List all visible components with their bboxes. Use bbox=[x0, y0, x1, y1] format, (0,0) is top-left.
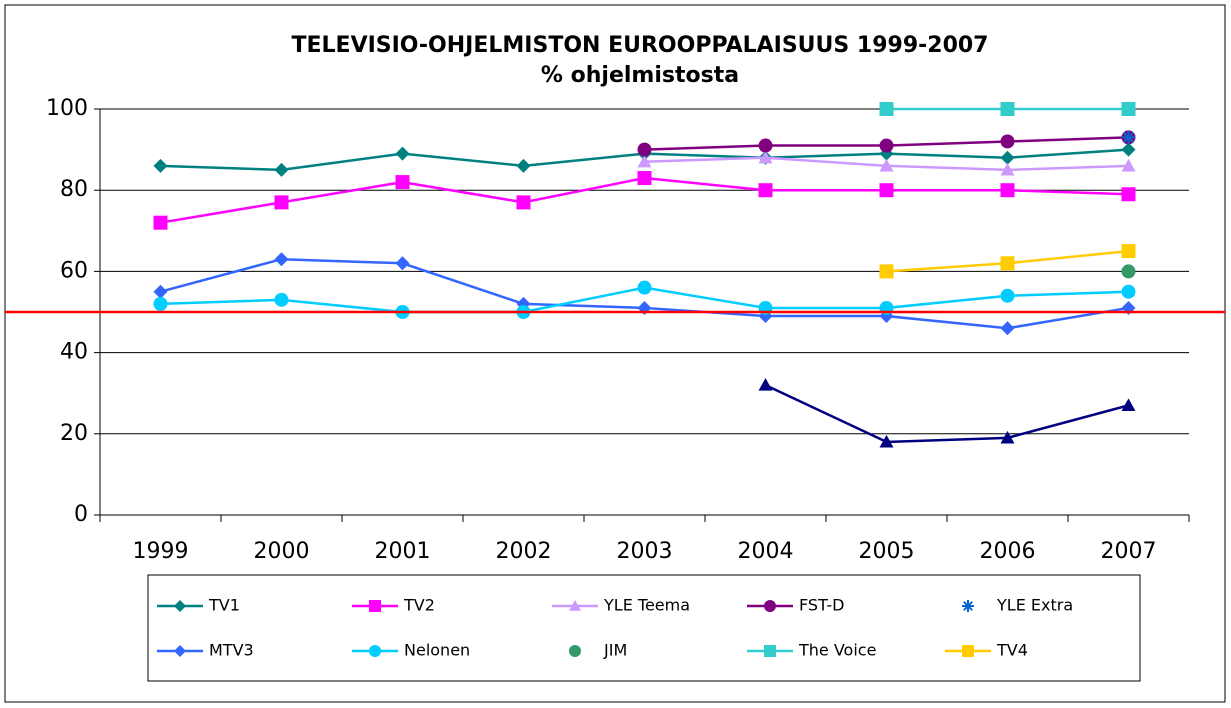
legend-marker bbox=[764, 645, 776, 657]
legend-label: YLE Teema bbox=[603, 596, 690, 615]
chart-subtitle: % ohjelmistosta bbox=[541, 63, 739, 88]
marker bbox=[1000, 162, 1015, 176]
marker bbox=[1121, 102, 1136, 116]
legend-label: TV1 bbox=[208, 596, 240, 615]
legend-marker bbox=[174, 600, 186, 612]
x-tick-label: 2007 bbox=[1101, 539, 1157, 564]
legend-marker bbox=[962, 645, 974, 657]
marker bbox=[758, 378, 773, 391]
legend-marker bbox=[569, 600, 581, 611]
x-tick-label: 2003 bbox=[617, 539, 673, 564]
marker bbox=[1121, 244, 1136, 259]
x-tick-label: 2006 bbox=[980, 539, 1036, 564]
marker bbox=[153, 296, 168, 311]
marker bbox=[153, 158, 168, 173]
marker bbox=[395, 256, 410, 271]
legend-label: YLE Extra bbox=[996, 596, 1073, 615]
y-tick-label: 80 bbox=[60, 177, 88, 202]
marker bbox=[1000, 288, 1015, 303]
marker bbox=[879, 434, 894, 448]
x-tick-label: 2004 bbox=[738, 539, 794, 564]
marker bbox=[879, 158, 894, 172]
marker bbox=[1121, 142, 1136, 157]
legend-label: TV4 bbox=[996, 641, 1028, 660]
marker bbox=[637, 171, 652, 186]
legend-marker bbox=[764, 600, 776, 612]
marker bbox=[879, 264, 894, 279]
legend-marker bbox=[369, 600, 381, 612]
marker bbox=[879, 102, 894, 116]
marker bbox=[516, 195, 531, 210]
legend-marker bbox=[369, 645, 381, 657]
marker bbox=[637, 280, 652, 295]
legend-marker bbox=[569, 645, 581, 657]
legend-label: JIM bbox=[603, 641, 627, 660]
y-tick-label: 20 bbox=[60, 421, 88, 446]
marker bbox=[274, 292, 289, 307]
legend-label: TV2 bbox=[403, 596, 435, 615]
marker bbox=[1000, 150, 1015, 165]
marker bbox=[153, 284, 168, 299]
marker bbox=[1121, 284, 1136, 299]
marker bbox=[1000, 183, 1015, 198]
x-tick-label: 2002 bbox=[496, 539, 552, 564]
legend-label: FST-D bbox=[799, 596, 844, 615]
marker bbox=[1000, 134, 1015, 149]
marker bbox=[1000, 321, 1015, 336]
x-tick-label: 1999 bbox=[133, 539, 189, 564]
marker bbox=[395, 175, 410, 190]
marker bbox=[516, 158, 531, 173]
marker bbox=[758, 183, 773, 198]
marker bbox=[1121, 187, 1136, 202]
marker bbox=[274, 195, 289, 210]
marker bbox=[153, 215, 168, 230]
marker bbox=[758, 138, 773, 153]
marker bbox=[1000, 430, 1015, 444]
marker bbox=[1000, 102, 1015, 116]
marker bbox=[637, 154, 652, 168]
y-tick-label: 60 bbox=[60, 258, 88, 283]
marker bbox=[395, 146, 410, 161]
marker bbox=[1121, 264, 1136, 279]
marker bbox=[879, 183, 894, 198]
marker bbox=[637, 142, 652, 157]
legend-label: The Voice bbox=[798, 641, 876, 660]
legend-label: Nelonen bbox=[404, 641, 470, 660]
legend-label: MTV3 bbox=[209, 641, 254, 660]
marker bbox=[1000, 256, 1015, 271]
legend-marker bbox=[962, 600, 974, 612]
marker bbox=[758, 150, 773, 164]
marker bbox=[879, 138, 894, 153]
legend-marker bbox=[174, 645, 186, 657]
y-tick-label: 100 bbox=[46, 96, 88, 121]
x-tick-label: 2005 bbox=[859, 539, 915, 564]
series-line bbox=[764, 383, 1129, 444]
legend-box bbox=[147, 574, 1141, 682]
y-tick-label: 40 bbox=[60, 340, 88, 365]
marker bbox=[1121, 130, 1136, 145]
marker bbox=[1121, 398, 1136, 411]
x-tick-label: 2001 bbox=[375, 539, 431, 564]
y-tick-label: 0 bbox=[74, 502, 88, 527]
marker bbox=[1121, 158, 1136, 172]
marker bbox=[274, 252, 289, 267]
marker bbox=[274, 162, 289, 177]
chart-title: TELEVISIO-OHJELMISTON EUROOPPALAISUUS 19… bbox=[291, 33, 988, 58]
x-tick-label: 2000 bbox=[254, 539, 310, 564]
